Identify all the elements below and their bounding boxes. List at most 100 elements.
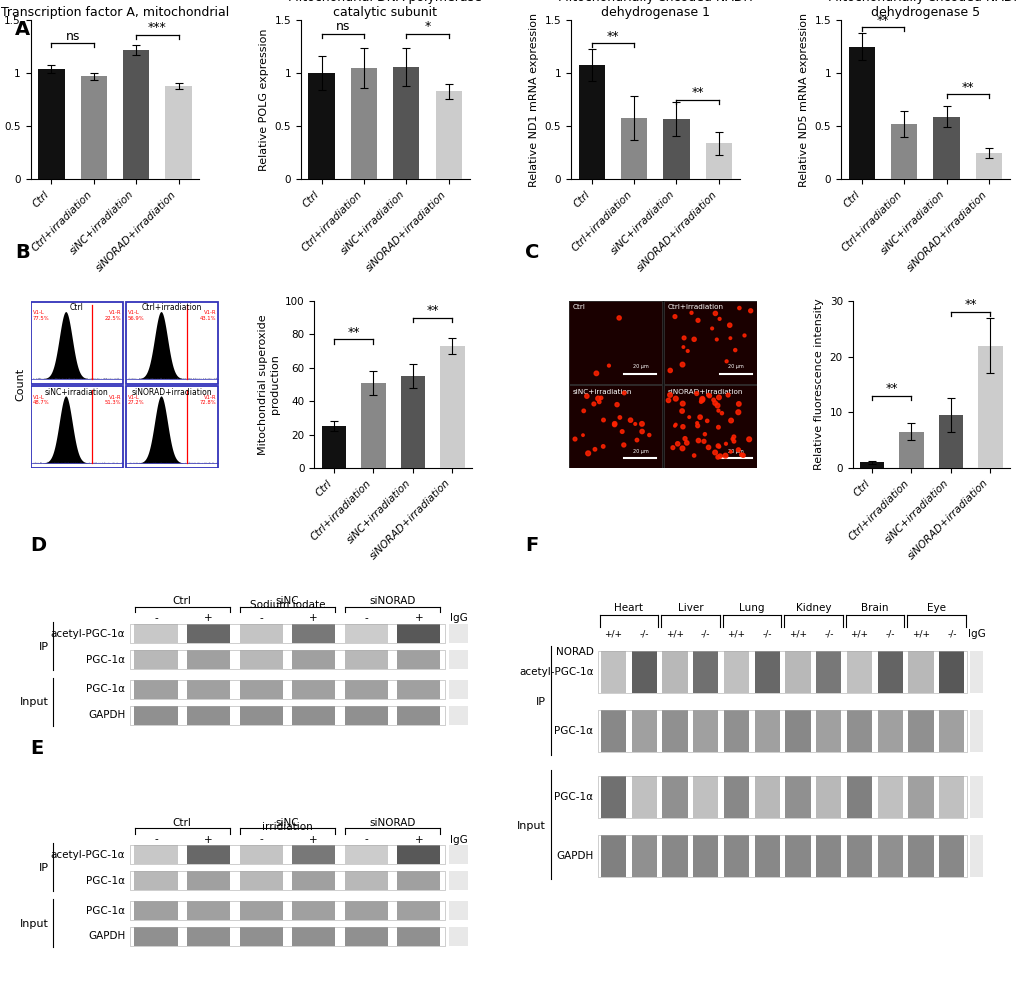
- Bar: [448, 901, 468, 920]
- Bar: [135, 624, 177, 643]
- Point: [615, 385, 632, 401]
- Point: [706, 306, 722, 322]
- Text: PGC-1α: PGC-1α: [554, 792, 593, 802]
- Bar: [31, 302, 123, 384]
- Point: [659, 393, 676, 409]
- Bar: [785, 709, 810, 753]
- Text: PGC-1α: PGC-1α: [87, 906, 125, 916]
- Bar: [661, 651, 687, 693]
- Bar: [723, 651, 748, 693]
- Bar: [693, 835, 717, 877]
- Bar: [397, 872, 440, 890]
- Point: [730, 396, 746, 412]
- Text: ***: ***: [148, 21, 167, 34]
- Bar: [344, 872, 387, 890]
- Bar: [129, 680, 444, 698]
- Title: Transcription factor A, mitochondrial: Transcription factor A, mitochondrial: [1, 6, 229, 19]
- Text: Liver: Liver: [677, 603, 702, 613]
- Bar: [815, 776, 841, 818]
- Bar: [723, 709, 748, 753]
- Text: E: E: [31, 739, 44, 759]
- Text: **: **: [606, 30, 619, 43]
- Bar: [785, 651, 810, 693]
- Bar: [969, 835, 982, 877]
- Point: [695, 433, 711, 449]
- Point: [575, 403, 591, 419]
- Bar: [600, 651, 626, 693]
- Text: -/-: -/-: [823, 629, 833, 638]
- Bar: [31, 386, 123, 468]
- Bar: [186, 927, 230, 946]
- Point: [692, 394, 708, 410]
- Point: [701, 388, 717, 404]
- Text: +: +: [414, 613, 423, 623]
- Text: 20 μm: 20 μm: [728, 449, 743, 454]
- Point: [592, 390, 608, 406]
- Text: V1-R
72.8%: V1-R 72.8%: [200, 395, 216, 406]
- Bar: [815, 651, 841, 693]
- Text: Input: Input: [19, 919, 49, 929]
- Point: [710, 311, 727, 327]
- Bar: [435, 91, 462, 179]
- Bar: [135, 680, 177, 698]
- Point: [721, 330, 738, 346]
- Text: V1-L
48.7%: V1-L 48.7%: [33, 395, 49, 406]
- Point: [689, 418, 705, 434]
- Bar: [815, 835, 841, 877]
- Text: IgG: IgG: [967, 629, 984, 639]
- Text: Ctrl: Ctrl: [70, 304, 84, 313]
- Bar: [397, 706, 440, 724]
- Text: D: D: [31, 536, 47, 555]
- Text: V1-R
51.3%: V1-R 51.3%: [105, 395, 121, 406]
- Point: [722, 413, 739, 429]
- Bar: [186, 624, 230, 643]
- Bar: [754, 776, 780, 818]
- Text: -/-: -/-: [700, 629, 710, 638]
- Bar: [344, 624, 387, 643]
- Text: +/+: +/+: [789, 629, 806, 638]
- Text: V1-R
22.5%: V1-R 22.5%: [104, 311, 121, 321]
- Text: +: +: [204, 835, 213, 845]
- Title: Mitochondrially encoded NADH
dehydrogenase 5: Mitochondrially encoded NADH dehydrogena…: [827, 0, 1019, 19]
- Bar: [239, 706, 282, 724]
- Bar: [631, 835, 656, 877]
- Point: [578, 388, 594, 404]
- Point: [721, 444, 738, 460]
- Point: [580, 445, 596, 461]
- Point: [622, 412, 638, 428]
- Bar: [848, 47, 874, 179]
- Bar: [448, 650, 468, 669]
- Bar: [600, 776, 626, 818]
- Bar: [397, 901, 440, 920]
- Bar: [129, 872, 444, 890]
- Bar: [186, 846, 230, 864]
- Point: [716, 448, 733, 464]
- Bar: [877, 651, 902, 693]
- Text: -/-: -/-: [947, 629, 956, 638]
- Bar: [908, 651, 932, 693]
- Bar: [186, 680, 230, 698]
- Bar: [723, 776, 748, 818]
- Y-axis label: Relative fluorescence intensity: Relative fluorescence intensity: [813, 299, 823, 470]
- Bar: [397, 650, 440, 669]
- Bar: [186, 650, 230, 669]
- Bar: [578, 65, 604, 179]
- Bar: [891, 124, 916, 179]
- Text: Eye: Eye: [926, 603, 945, 613]
- Text: +/+: +/+: [665, 629, 684, 638]
- Text: siNC: siNC: [275, 596, 299, 606]
- Text: 20 μm: 20 μm: [632, 365, 648, 370]
- Bar: [321, 426, 345, 468]
- Text: +/+: +/+: [604, 629, 622, 638]
- Bar: [662, 119, 689, 179]
- Point: [691, 409, 707, 425]
- Point: [585, 396, 601, 412]
- Point: [694, 391, 710, 407]
- Text: Ctrl: Ctrl: [572, 305, 585, 311]
- Point: [676, 330, 692, 346]
- Text: Heart: Heart: [613, 603, 643, 613]
- Point: [717, 354, 734, 370]
- Bar: [291, 872, 335, 890]
- Point: [611, 410, 628, 426]
- Bar: [344, 680, 387, 698]
